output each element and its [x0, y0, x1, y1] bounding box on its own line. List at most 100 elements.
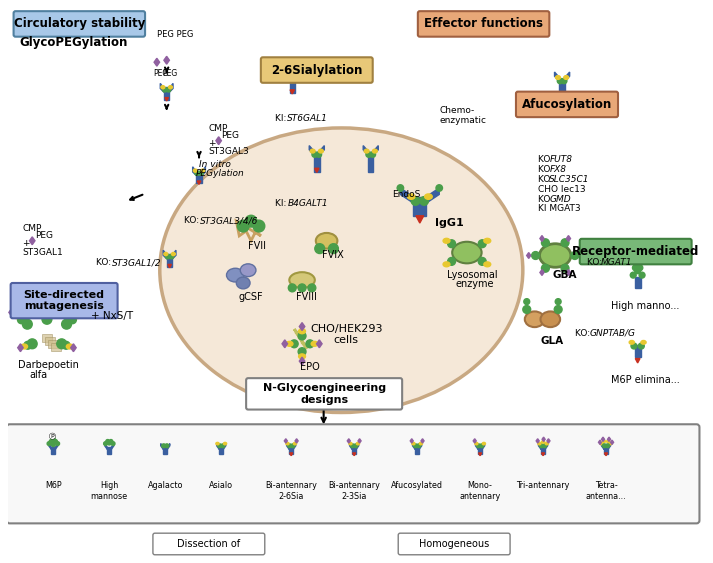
Circle shape — [221, 444, 225, 448]
Circle shape — [51, 443, 55, 446]
Polygon shape — [167, 444, 170, 449]
Text: FUT8: FUT8 — [549, 155, 573, 164]
Text: ST3GAL3/4/6: ST3GAL3/4/6 — [200, 216, 258, 225]
Circle shape — [354, 444, 358, 448]
Bar — [368, 153, 374, 172]
Text: High manno...: High manno... — [611, 301, 679, 311]
Circle shape — [292, 73, 297, 79]
Text: MGAT1: MGAT1 — [600, 258, 632, 267]
Text: Dissection of: Dissection of — [178, 539, 240, 549]
Polygon shape — [363, 146, 368, 155]
Circle shape — [108, 441, 111, 445]
Circle shape — [540, 444, 543, 448]
Polygon shape — [482, 444, 485, 449]
Polygon shape — [349, 444, 352, 449]
Polygon shape — [293, 444, 296, 449]
Polygon shape — [193, 167, 197, 176]
Ellipse shape — [607, 440, 610, 443]
Ellipse shape — [482, 443, 486, 445]
Circle shape — [541, 264, 549, 272]
FancyBboxPatch shape — [580, 239, 692, 265]
Polygon shape — [160, 444, 163, 449]
Ellipse shape — [629, 341, 635, 344]
Text: PEG: PEG — [35, 231, 53, 240]
Text: KO: KO — [538, 155, 553, 164]
Polygon shape — [223, 444, 226, 449]
Circle shape — [541, 239, 549, 247]
Polygon shape — [314, 168, 319, 172]
Ellipse shape — [13, 314, 20, 319]
Bar — [478, 447, 482, 454]
Text: alfa: alfa — [29, 370, 47, 380]
Circle shape — [291, 444, 294, 448]
Circle shape — [308, 284, 316, 292]
Ellipse shape — [66, 344, 73, 349]
Bar — [289, 447, 293, 454]
FancyBboxPatch shape — [399, 533, 510, 555]
Polygon shape — [319, 146, 324, 155]
Circle shape — [56, 442, 60, 445]
Polygon shape — [580, 253, 584, 258]
Text: Site-directed
mutagenesis: Site-directed mutagenesis — [24, 290, 105, 311]
Text: GMD: GMD — [549, 195, 571, 204]
Circle shape — [253, 220, 265, 232]
Circle shape — [27, 339, 37, 348]
Circle shape — [111, 442, 115, 445]
Text: Asialo: Asialo — [209, 481, 233, 490]
Polygon shape — [476, 444, 478, 449]
Text: Effector functions: Effector functions — [424, 17, 543, 30]
Text: SLC35C1: SLC35C1 — [549, 175, 590, 184]
Polygon shape — [282, 340, 287, 348]
Text: Bi-antennary
2-6Sia: Bi-antennary 2-6Sia — [265, 481, 317, 501]
Polygon shape — [545, 444, 548, 449]
Circle shape — [166, 87, 171, 92]
Text: Agalacto: Agalacto — [148, 481, 183, 490]
Ellipse shape — [160, 128, 523, 413]
Polygon shape — [566, 270, 570, 275]
Bar — [635, 276, 640, 288]
Polygon shape — [309, 146, 314, 155]
Bar — [415, 447, 419, 454]
FancyBboxPatch shape — [246, 378, 402, 409]
Polygon shape — [284, 439, 287, 443]
Text: Chemo-: Chemo- — [439, 106, 475, 115]
Polygon shape — [284, 67, 289, 77]
Circle shape — [366, 152, 371, 157]
Circle shape — [639, 272, 645, 278]
Text: Afucosylation: Afucosylation — [522, 98, 612, 111]
Circle shape — [290, 340, 298, 348]
Circle shape — [632, 265, 638, 271]
FancyBboxPatch shape — [153, 533, 265, 555]
Bar — [314, 153, 319, 172]
Circle shape — [543, 444, 547, 448]
Bar — [197, 171, 202, 184]
Polygon shape — [160, 83, 164, 92]
Ellipse shape — [475, 443, 478, 445]
FancyBboxPatch shape — [418, 11, 549, 37]
Circle shape — [287, 73, 293, 79]
Text: KO:: KO: — [185, 216, 202, 225]
Circle shape — [298, 284, 306, 292]
Polygon shape — [164, 56, 170, 64]
Polygon shape — [299, 357, 305, 365]
Text: PEG: PEG — [153, 69, 168, 78]
Circle shape — [561, 78, 567, 84]
Ellipse shape — [168, 86, 173, 89]
Text: KO: KO — [538, 165, 553, 174]
Circle shape — [476, 444, 481, 448]
Circle shape — [288, 444, 292, 448]
Circle shape — [62, 341, 70, 349]
Ellipse shape — [364, 149, 369, 153]
Bar — [414, 196, 426, 216]
Circle shape — [165, 444, 169, 448]
Ellipse shape — [349, 443, 352, 445]
Circle shape — [53, 440, 57, 443]
Text: In vitro: In vitro — [199, 160, 231, 169]
Text: GLA: GLA — [540, 336, 563, 346]
Polygon shape — [289, 453, 293, 455]
Ellipse shape — [236, 277, 250, 289]
Text: Afucosylated: Afucosylated — [391, 481, 443, 490]
Text: Receptor-mediated: Receptor-mediated — [572, 245, 699, 258]
Circle shape — [448, 240, 456, 248]
Ellipse shape — [311, 341, 318, 346]
